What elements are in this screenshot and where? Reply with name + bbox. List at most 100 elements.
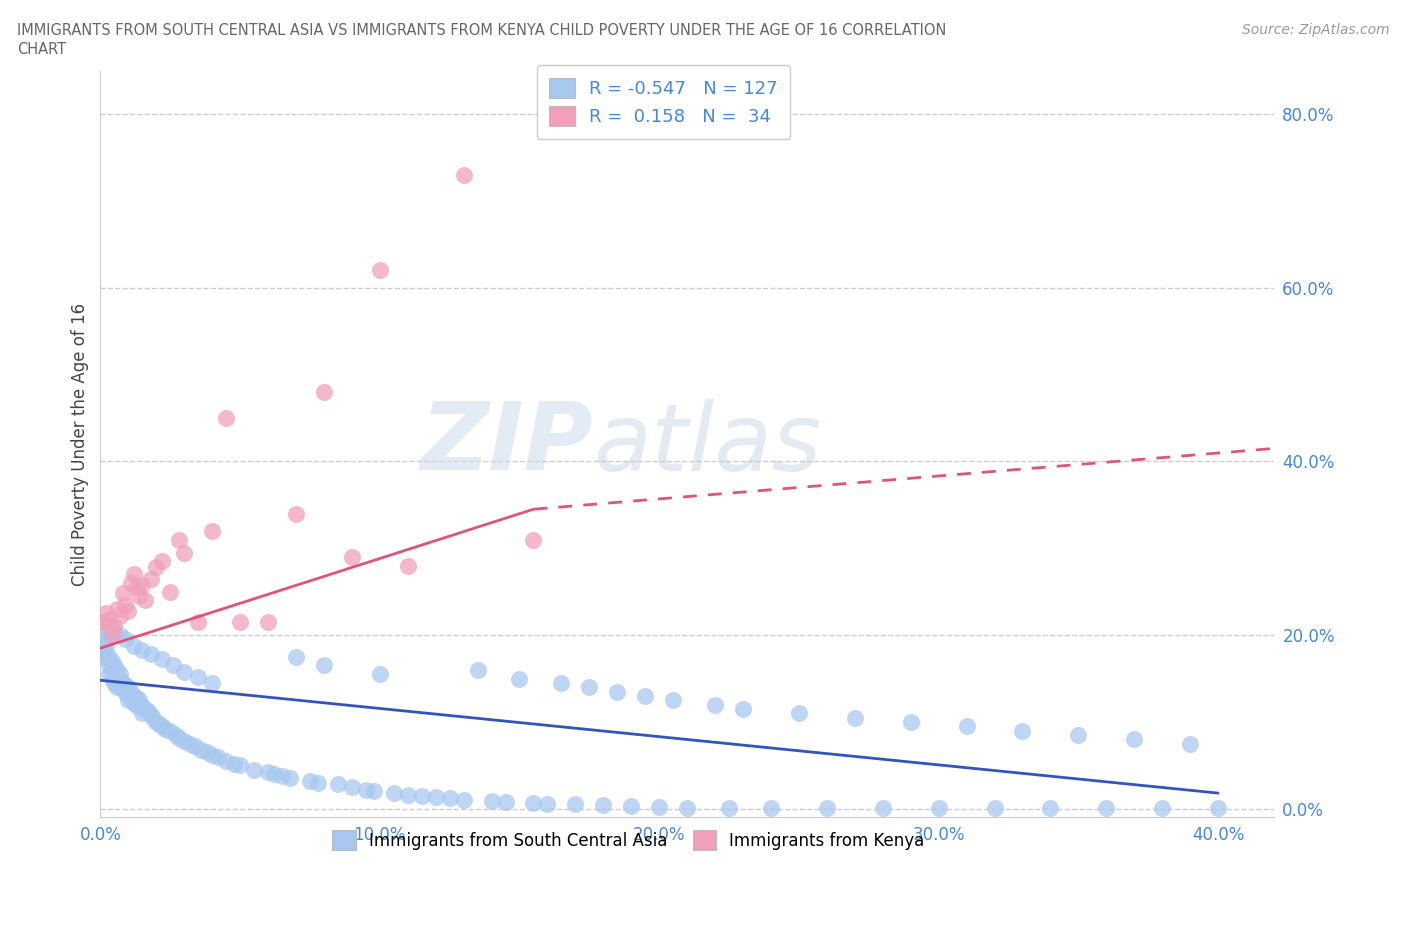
Point — [187, 670, 209, 684]
Point — [815, 801, 838, 816]
Point — [955, 719, 977, 734]
Point — [634, 688, 657, 703]
Point — [224, 756, 246, 771]
Point — [201, 524, 224, 538]
Point — [411, 789, 433, 804]
Point — [103, 619, 125, 634]
Point — [114, 678, 136, 693]
Point — [704, 698, 727, 712]
Point — [114, 632, 136, 647]
Point — [312, 385, 335, 400]
Point — [117, 693, 139, 708]
Point — [94, 646, 117, 661]
Point — [122, 696, 145, 711]
Point — [928, 801, 950, 816]
Point — [564, 797, 586, 812]
Point — [139, 646, 162, 661]
Point — [122, 688, 145, 703]
Point — [718, 801, 741, 816]
Point — [190, 742, 212, 757]
Point — [103, 667, 125, 682]
Point — [271, 768, 294, 783]
Point — [142, 711, 165, 725]
Point — [105, 671, 128, 686]
Point — [1152, 801, 1174, 816]
Point — [257, 615, 280, 630]
Point — [522, 532, 544, 547]
Point — [363, 784, 385, 799]
Point — [592, 798, 614, 813]
Point — [900, 714, 922, 729]
Point — [229, 758, 252, 773]
Point — [195, 745, 218, 760]
Point — [159, 584, 181, 599]
Point — [425, 790, 447, 804]
Point — [120, 690, 142, 705]
Point — [201, 675, 224, 690]
Point — [134, 701, 156, 716]
Point — [550, 675, 572, 690]
Point — [165, 727, 187, 742]
Point — [787, 706, 810, 721]
Point — [662, 693, 685, 708]
Point — [145, 560, 167, 575]
Point — [759, 801, 782, 816]
Point — [578, 680, 600, 695]
Point — [396, 788, 419, 803]
Point — [122, 638, 145, 653]
Point — [439, 790, 461, 805]
Point — [94, 606, 117, 621]
Point — [139, 708, 162, 723]
Point — [117, 680, 139, 695]
Point — [648, 800, 671, 815]
Point — [150, 554, 173, 569]
Point — [173, 664, 195, 679]
Point — [1178, 737, 1201, 751]
Point — [536, 796, 558, 811]
Point — [298, 774, 321, 789]
Text: CHART: CHART — [17, 42, 66, 57]
Point — [91, 636, 114, 651]
Point — [257, 764, 280, 779]
Point — [173, 734, 195, 749]
Point — [872, 801, 894, 816]
Point — [453, 167, 475, 182]
Point — [91, 649, 114, 664]
Point — [105, 680, 128, 695]
Point — [467, 662, 489, 677]
Point — [201, 748, 224, 763]
Point — [100, 662, 122, 677]
Point — [103, 658, 125, 673]
Point — [184, 738, 207, 753]
Point — [1039, 801, 1062, 816]
Point — [1206, 801, 1229, 816]
Point — [1123, 732, 1146, 747]
Point — [105, 602, 128, 617]
Point — [368, 667, 391, 682]
Point — [508, 671, 530, 686]
Point — [97, 612, 120, 627]
Point — [167, 532, 190, 547]
Point — [111, 586, 134, 601]
Point — [136, 704, 159, 719]
Point — [1011, 724, 1033, 738]
Point — [105, 662, 128, 677]
Point — [263, 766, 285, 781]
Point — [307, 776, 329, 790]
Text: Source: ZipAtlas.com: Source: ZipAtlas.com — [1241, 23, 1389, 37]
Point — [125, 698, 148, 713]
Point — [481, 793, 503, 808]
Point — [280, 771, 302, 786]
Point — [120, 684, 142, 699]
Text: IMMIGRANTS FROM SOUTH CENTRAL ASIA VS IMMIGRANTS FROM KENYA CHILD POVERTY UNDER : IMMIGRANTS FROM SOUTH CENTRAL ASIA VS IM… — [17, 23, 946, 38]
Point — [167, 730, 190, 745]
Point — [1095, 801, 1118, 816]
Legend: Immigrants from South Central Asia, Immigrants from Kenya: Immigrants from South Central Asia, Immi… — [321, 818, 936, 861]
Point — [159, 724, 181, 738]
Text: ZIP: ZIP — [420, 398, 593, 490]
Point — [103, 623, 125, 638]
Point — [145, 714, 167, 729]
Point — [100, 671, 122, 686]
Point — [150, 719, 173, 734]
Point — [153, 722, 176, 737]
